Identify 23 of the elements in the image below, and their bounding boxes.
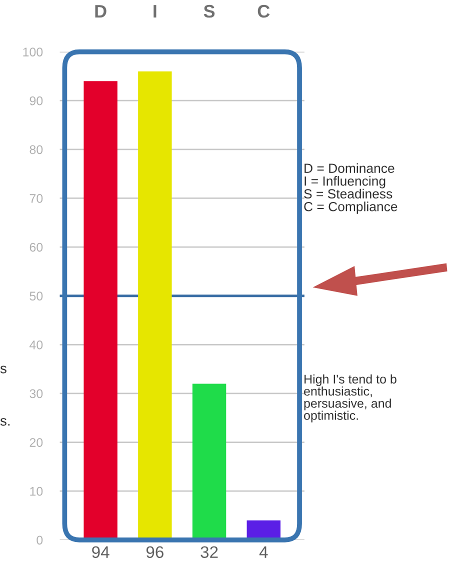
y-tick-label: 10 bbox=[30, 486, 43, 496]
y-tick-label: 50 bbox=[30, 292, 43, 301]
y-tick-label: 30 bbox=[30, 389, 43, 398]
x-tick-label: S bbox=[204, 4, 215, 18]
y-tick-label: 60 bbox=[30, 242, 43, 252]
annotation: High I's tend to b enthusiastic, persuasive, and optimistic. bbox=[304, 374, 396, 422]
data-label: 32 bbox=[200, 546, 218, 558]
y-tick-label: 70 bbox=[30, 194, 43, 203]
y-tick-label: 100 bbox=[23, 48, 43, 56]
y-tick-label: 80 bbox=[30, 145, 43, 154]
annotation: D = Dominance I = Influencing S = Steadiness C = Compliance bbox=[304, 163, 398, 214]
y-tick-label: 20 bbox=[30, 438, 43, 447]
y-tick-label: 90 bbox=[30, 96, 43, 106]
text: s bbox=[0, 366, 6, 374]
text: s. bbox=[0, 418, 10, 426]
data-label: 96 bbox=[146, 546, 164, 558]
x-tick-label: C bbox=[258, 4, 270, 18]
data-label: 94 bbox=[92, 546, 110, 558]
data-label: 4 bbox=[259, 546, 268, 558]
y-tick-label: 0 bbox=[36, 536, 43, 545]
x-tick-label: D bbox=[95, 5, 106, 18]
x-tick-label: I bbox=[154, 5, 156, 18]
y-tick-label: 40 bbox=[30, 340, 43, 350]
